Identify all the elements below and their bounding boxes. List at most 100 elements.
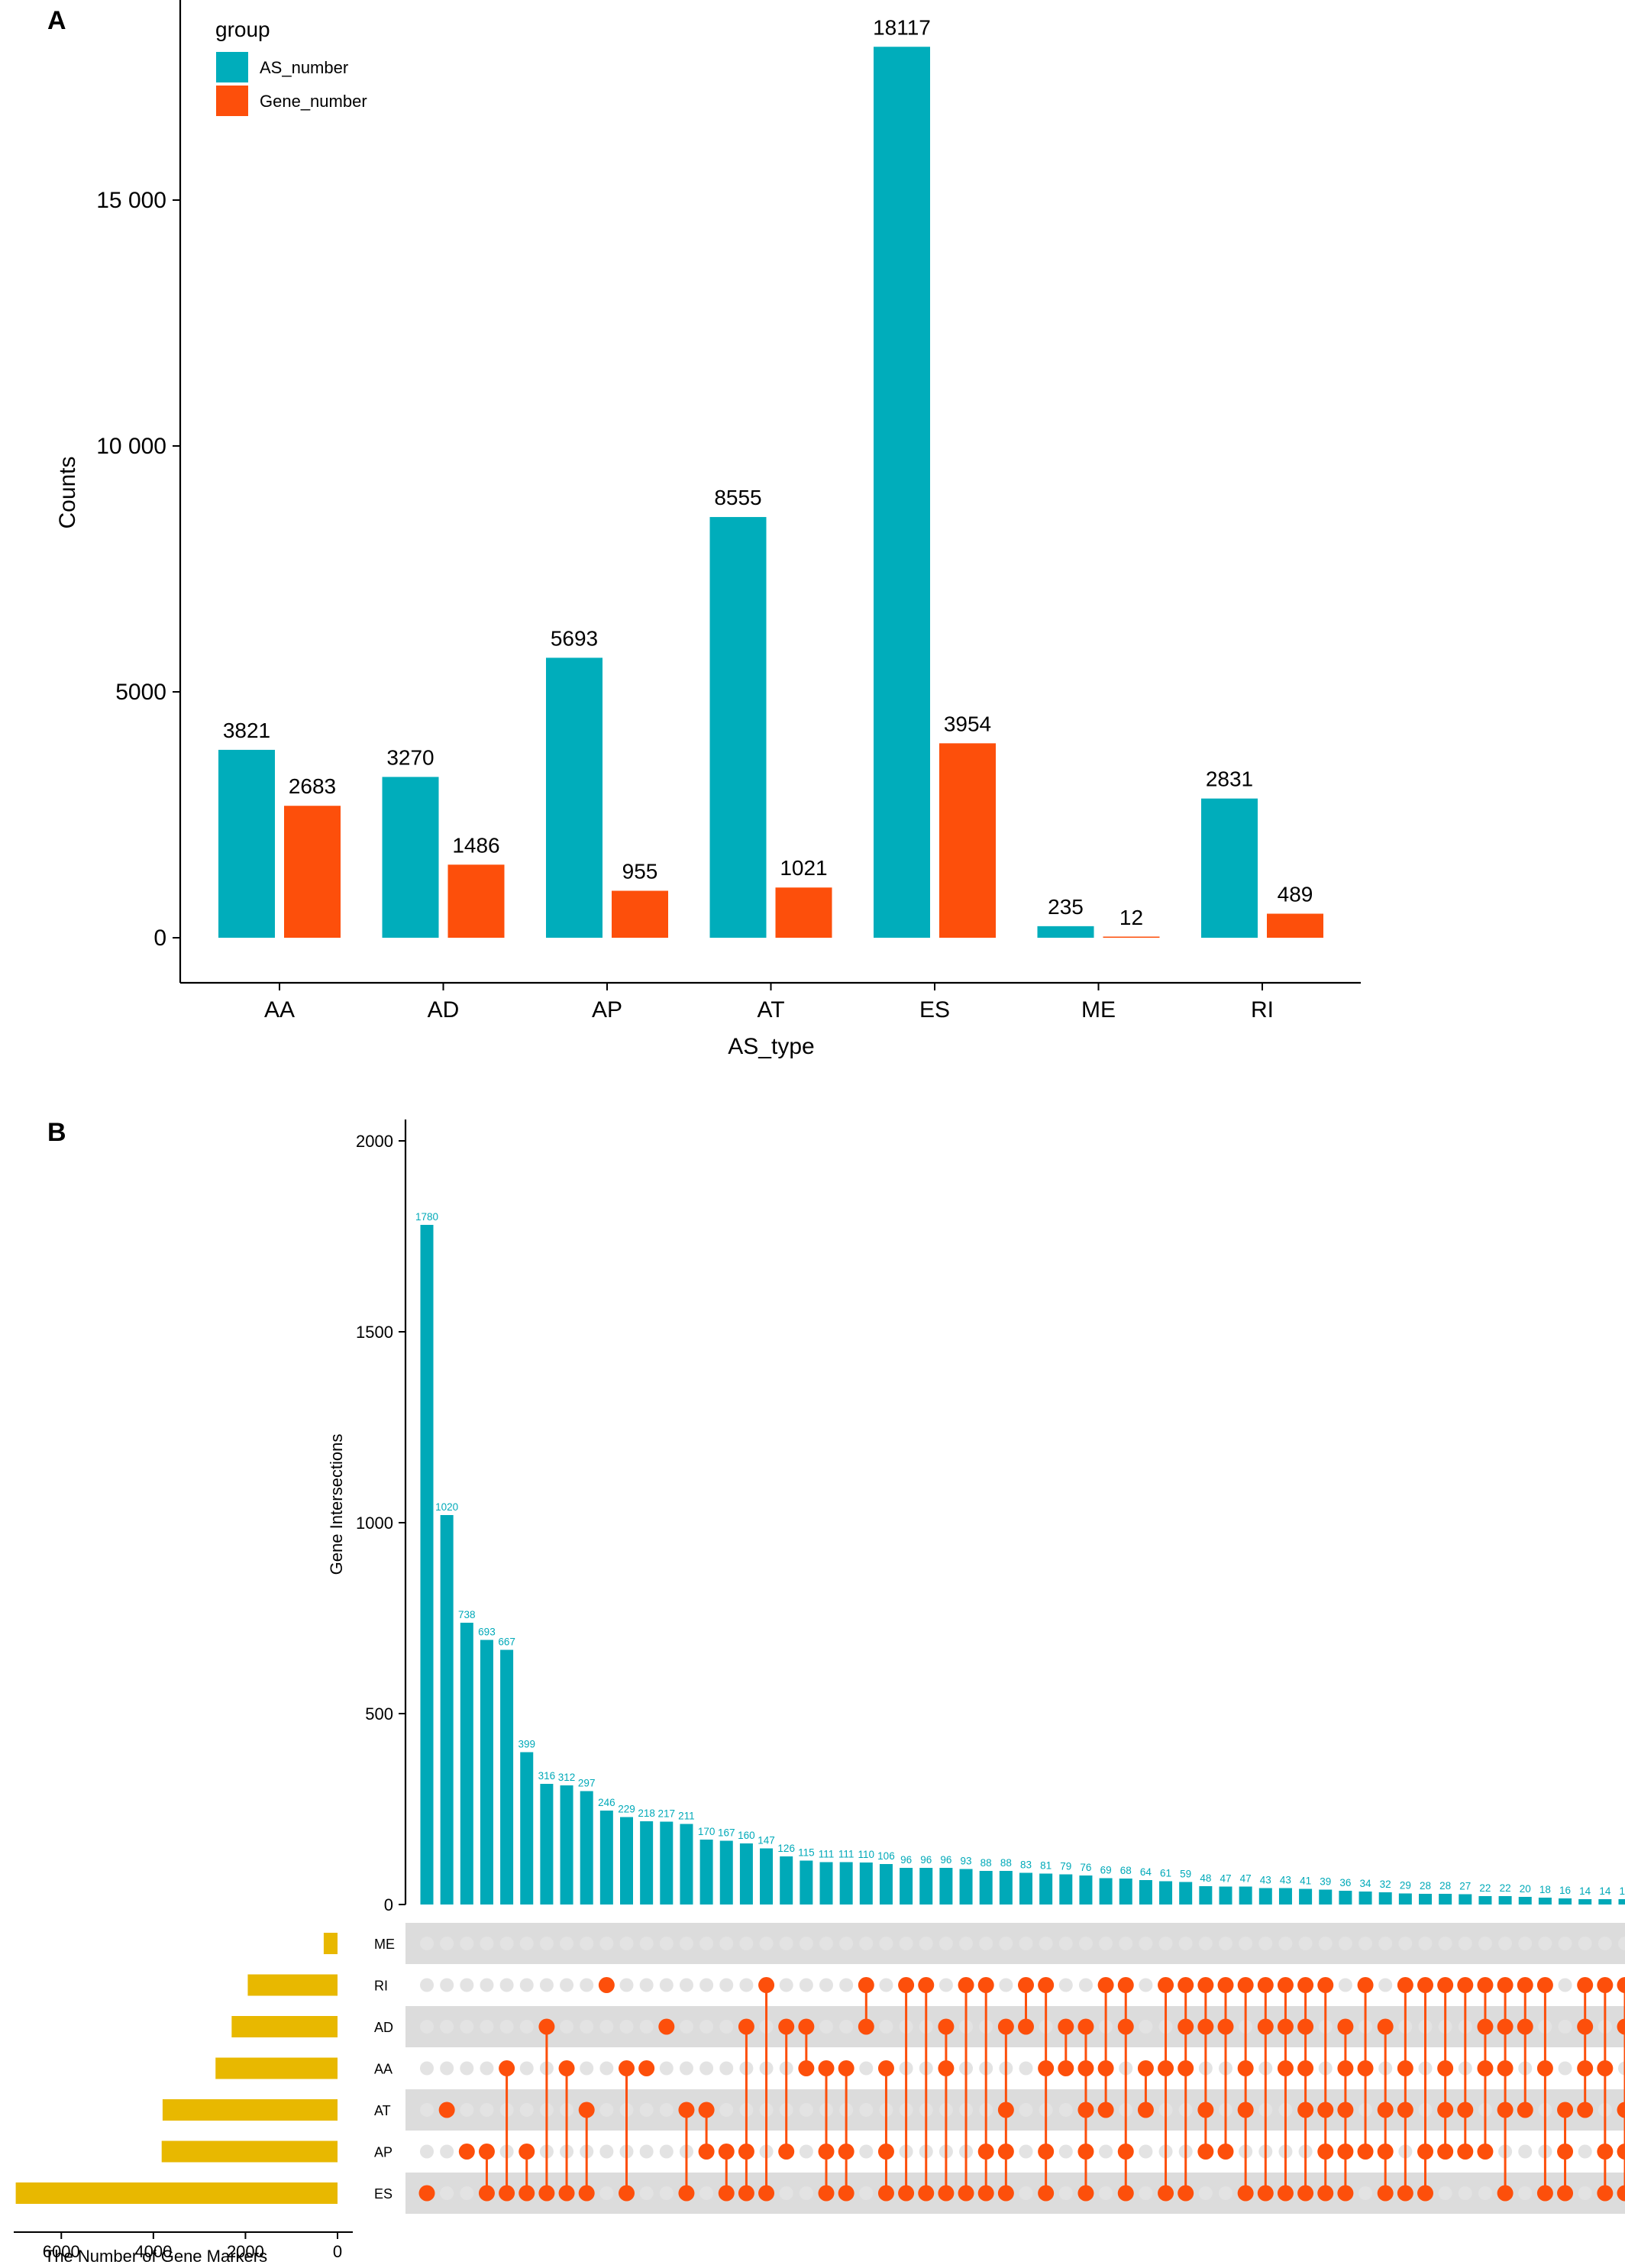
matrix-dot-active <box>718 2185 735 2202</box>
matrix-dot-active <box>1337 2102 1354 2118</box>
panel-a-x-tick-label: AA <box>264 997 295 1023</box>
intersection-count-label: 22 <box>1500 1882 1511 1894</box>
matrix-dot-active <box>1597 1977 1614 1993</box>
matrix-dot-inactive <box>1258 1937 1273 1950</box>
matrix-dot-inactive <box>679 1978 693 1992</box>
matrix-dot-active <box>1178 2185 1194 2202</box>
matrix-dot-inactive <box>580 2061 594 2076</box>
intersection-count-label: 14 <box>1579 1885 1591 1897</box>
matrix-dot-active <box>538 2018 555 2035</box>
matrix-dot-inactive <box>1019 2103 1033 2117</box>
matrix-dot-active <box>698 2102 715 2118</box>
matrix-dot-active <box>1357 2060 1374 2076</box>
intersection-count-label: 667 <box>498 1636 515 1648</box>
matrix-dot-active <box>1397 2060 1413 2076</box>
intersection-bar <box>1459 1894 1472 1905</box>
matrix-dot-inactive <box>619 1937 634 1950</box>
matrix-dot-inactive <box>819 1937 833 1950</box>
intersection-count-label: 28 <box>1420 1880 1431 1892</box>
matrix-dot-inactive <box>480 2020 494 2034</box>
intersection-count-label: 69 <box>1100 1865 1112 1876</box>
matrix-dot-active <box>1038 2060 1055 2076</box>
matrix-dot-active <box>997 2018 1014 2035</box>
intersection-bar <box>1059 1874 1073 1905</box>
intersection-bar <box>1439 1894 1452 1905</box>
intersection-bar <box>1498 1896 1512 1905</box>
matrix-dot-inactive <box>779 1978 793 1992</box>
set-size-x-tick-label: 0 <box>333 2242 342 2261</box>
matrix-dot-inactive <box>480 2103 494 2117</box>
matrix-dot-active <box>478 2144 495 2160</box>
matrix-dot-inactive <box>779 2186 793 2200</box>
intersection-count-label: 48 <box>1200 1872 1211 1884</box>
matrix-dot-active <box>1137 2102 1154 2118</box>
matrix-dot-inactive <box>1578 2144 1592 2159</box>
matrix-dot-active <box>1397 1977 1413 1993</box>
panel-b-label: B <box>47 1118 66 1147</box>
intersection-bar <box>660 1821 674 1905</box>
matrix-dot-active <box>1437 2060 1454 2076</box>
matrix-dot-inactive <box>580 1978 594 1992</box>
matrix-dot-inactive <box>1099 2186 1113 2200</box>
matrix-dot-active <box>997 2102 1014 2118</box>
matrix-dot-active <box>1337 2060 1354 2076</box>
panel-a-bar-as-number <box>1037 926 1094 938</box>
matrix-dot-active <box>1257 2185 1274 2202</box>
matrix-dot-active <box>1357 1977 1374 1993</box>
matrix-dot-inactive <box>619 1978 634 1992</box>
panel-a-bar-chart: 0 5000 10 000 15 000 AA 3821 2683 AD 3270 1486 AP 5… <box>96 0 1361 1023</box>
set-size-x-tick-label: 6000 <box>43 2242 80 2261</box>
matrix-dot-active <box>1377 2102 1394 2118</box>
matrix-dot-active <box>977 1977 994 1993</box>
matrix-dot-active <box>1557 2144 1574 2160</box>
panel-a-bar-gene-number <box>447 864 505 938</box>
matrix-dot-inactive <box>1058 2144 1073 2159</box>
matrix-dot-active <box>1217 2018 1234 2035</box>
matrix-dot-inactive <box>819 1978 833 1992</box>
matrix-dot-active <box>1097 2060 1114 2076</box>
intersection-count-label: 14 <box>1599 1885 1611 1897</box>
panel-a-y-tick-label: 0 <box>153 926 166 951</box>
matrix-dot-inactive <box>1278 1937 1293 1950</box>
intersection-bar <box>839 1862 853 1905</box>
intersection-count-label: 218 <box>638 1808 655 1819</box>
matrix-dot-active <box>1536 2185 1553 2202</box>
panel-b-axis-titles: Gene Intersections The Number of Gene Ma… <box>44 1434 346 2266</box>
intersection-count-label: 246 <box>598 1797 615 1808</box>
matrix-dot-active <box>1517 1977 1533 1993</box>
matrix-dot-active <box>1517 2018 1533 2035</box>
intersection-count-label: 64 <box>1140 1866 1152 1878</box>
matrix-dot-active <box>1237 1977 1254 1993</box>
set-size-bar-es <box>15 2182 338 2204</box>
intersection-count-label: 106 <box>877 1850 895 1862</box>
matrix-dot-active <box>1417 1977 1433 1993</box>
intersection-count-label: 93 <box>961 1856 972 1867</box>
intersection-bar <box>1139 1880 1152 1905</box>
set-size-bar-ad <box>231 2016 338 2037</box>
matrix-dot-active <box>1237 2060 1254 2076</box>
matrix-dot-inactive <box>659 2144 674 2159</box>
matrix-dot-inactive <box>1158 1937 1173 1950</box>
matrix-dot-inactive <box>519 2061 534 2076</box>
matrix-dot-active <box>1237 2102 1254 2118</box>
intersection-bar <box>879 1864 893 1905</box>
intersection-count-label: 110 <box>858 1849 875 1860</box>
matrix-dot-inactive <box>480 2061 494 2076</box>
matrix-dot-inactive <box>460 2061 474 2076</box>
matrix-dot-active <box>698 2144 715 2160</box>
matrix-dot-inactive <box>1058 1937 1073 1950</box>
matrix-dot-inactive <box>599 2186 614 2200</box>
panel-a-bar-as-number <box>1201 798 1258 938</box>
intersection-bar <box>599 1811 613 1905</box>
matrix-dot-active <box>598 1977 615 1993</box>
intersection-count-label: 27 <box>1459 1881 1471 1892</box>
matrix-dot-active <box>1477 1977 1494 1993</box>
matrix-dot-active <box>1058 2060 1074 2076</box>
matrix-dot-inactive <box>460 2020 474 2034</box>
matrix-dot-inactive <box>1078 1937 1093 1950</box>
matrix-dot-active <box>938 2018 955 2035</box>
matrix-dot-inactive <box>599 2144 614 2159</box>
panel-a-data-label: 12 <box>1119 906 1143 929</box>
matrix-dot-active <box>918 2185 935 2202</box>
intersection-count-label: 88 <box>1000 1857 1012 1869</box>
